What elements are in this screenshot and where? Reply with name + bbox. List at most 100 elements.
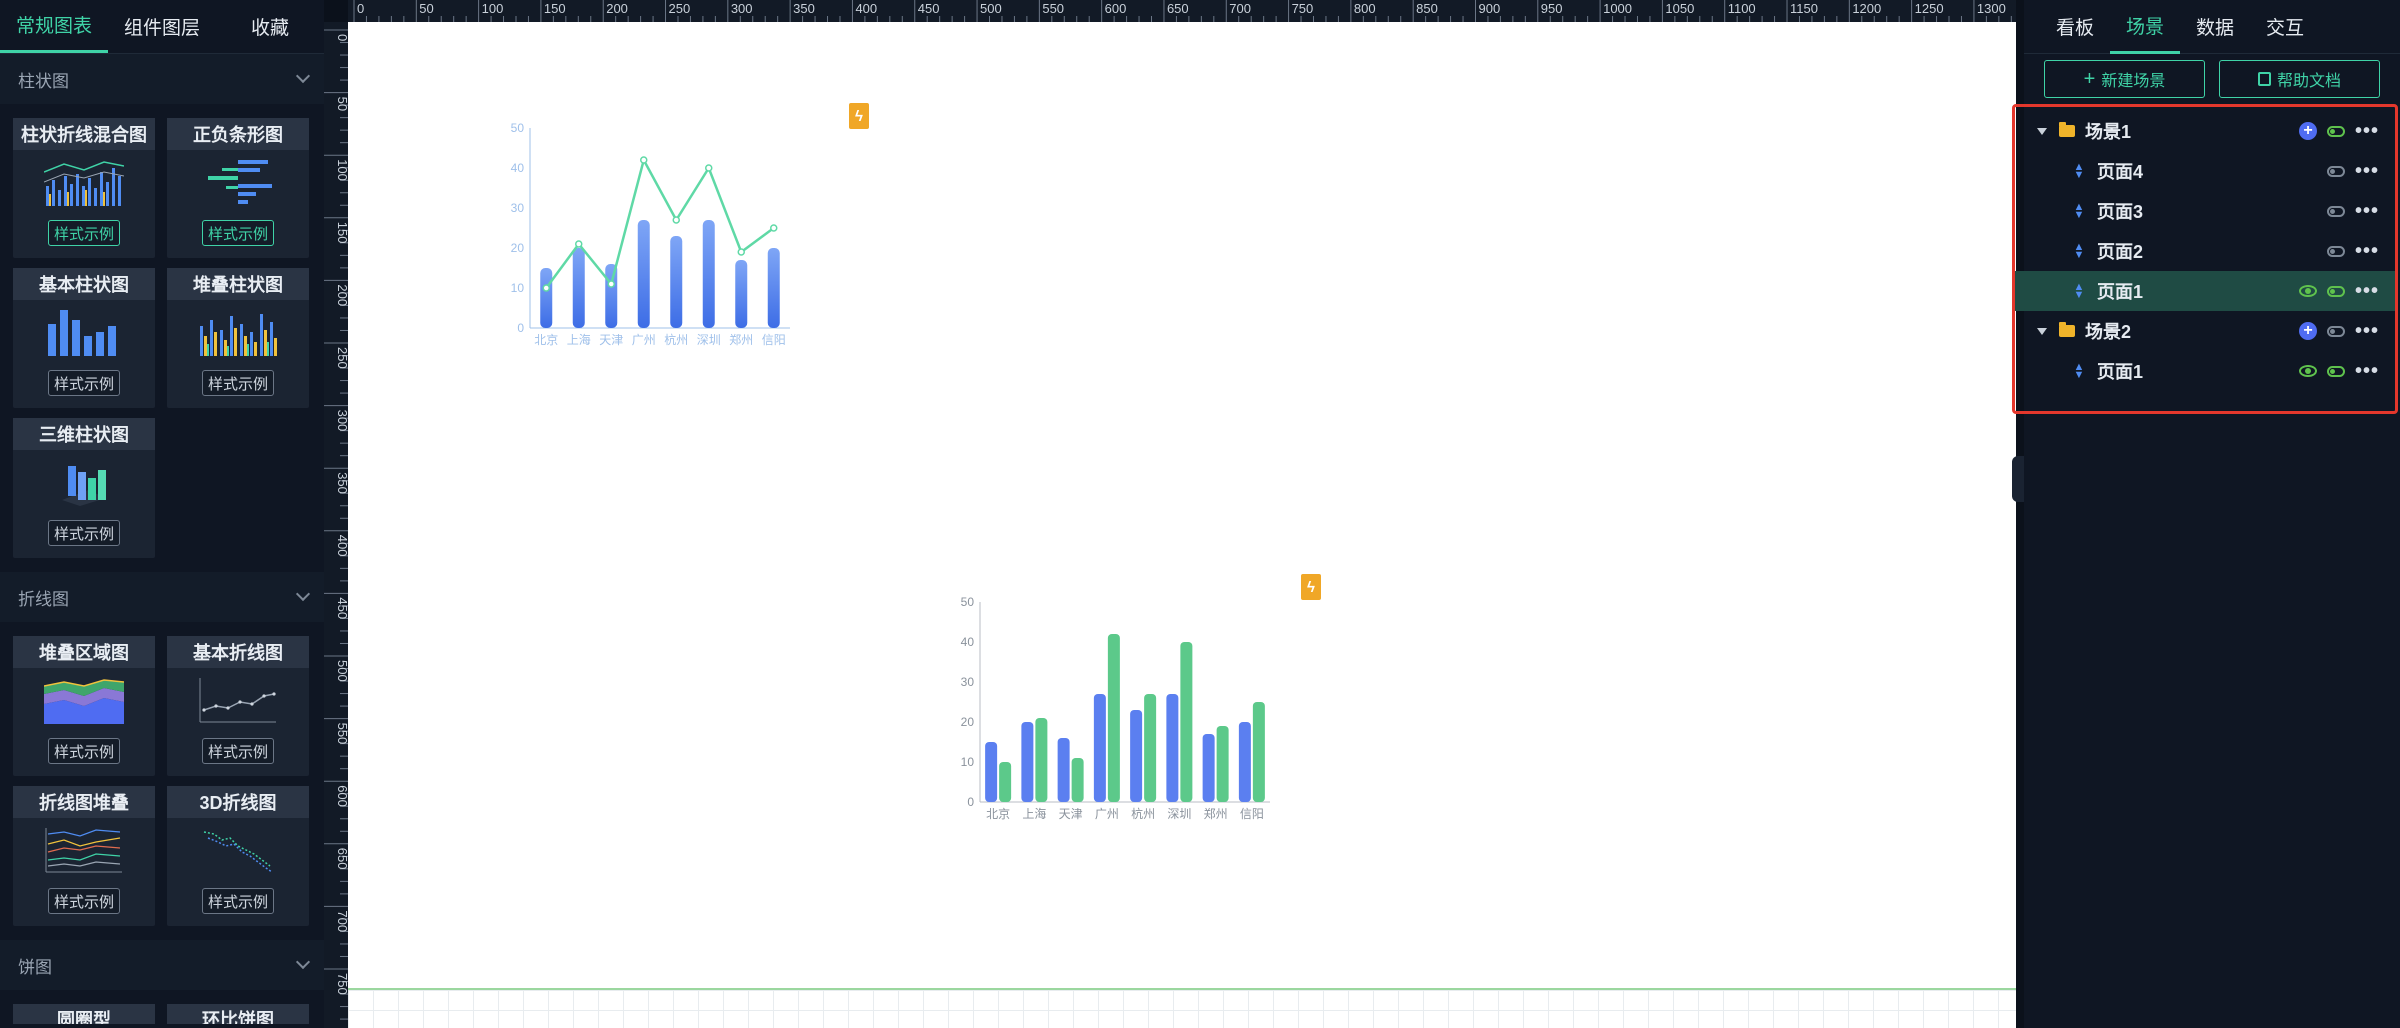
section-line-header[interactable]: 折线图 <box>0 572 324 622</box>
lightning-icon[interactable]: ϟ <box>849 103 869 129</box>
add-page-icon[interactable]: + <box>2298 122 2317 140</box>
new-scene-button[interactable]: + 新建场景 <box>2044 60 2205 98</box>
card-title: 柱状折线混合图 <box>13 118 155 150</box>
more-icon[interactable]: ••• <box>2354 160 2379 182</box>
scene-row-1[interactable]: 场景1 + ••• <box>2015 111 2395 151</box>
card-stacked-area[interactable]: 堆叠区域图 样式示例 <box>13 636 155 776</box>
bar <box>1035 718 1048 802</box>
y-tick-label: 10 <box>511 281 525 295</box>
sample-button[interactable]: 样式示例 <box>48 520 120 546</box>
section-bar-header[interactable]: 柱状图 <box>0 54 324 104</box>
bar <box>1093 694 1106 802</box>
bar <box>1057 738 1070 802</box>
x-tick-label: 天津 <box>1059 807 1083 821</box>
y-tick-label: 0 <box>517 321 524 335</box>
more-icon[interactable]: ••• <box>2354 200 2379 222</box>
scene-row-2[interactable]: 场景2 + ••• <box>2015 311 2395 351</box>
lightning-icon[interactable]: ϟ <box>1301 574 1321 600</box>
section-line-title: 折线图 <box>18 589 69 609</box>
y-tick-label: 0 <box>967 795 974 809</box>
card-bar-3d[interactable]: 三维柱状图 样式示例 <box>13 418 155 558</box>
scene-label: 场景1 <box>2085 122 2132 142</box>
chevron-down-icon[interactable] <box>295 954 311 970</box>
card-bar-line-mix[interactable]: 柱状折线混合图 样式示例 <box>13 118 155 258</box>
help-doc-button[interactable]: 帮助文档 <box>2219 60 2380 98</box>
right-tabbar: 看板 场景 数据 交互 <box>2024 0 2400 54</box>
tab-data[interactable]: 数据 <box>2195 18 2234 39</box>
card-title: 基本柱状图 <box>13 268 155 300</box>
ruler-label: 250 <box>335 347 348 369</box>
sample-button[interactable]: 样式示例 <box>202 370 274 396</box>
sample-button[interactable]: 样式示例 <box>48 888 120 914</box>
sample-button[interactable]: 样式示例 <box>48 370 120 396</box>
card-pie-ring[interactable]: 环比饼图 <box>167 1004 309 1024</box>
toggle-icon[interactable] <box>2326 365 2345 377</box>
y-tick-label: 50 <box>511 121 525 135</box>
card-basic-bar[interactable]: 基本柱状图 样式示例 <box>13 268 155 408</box>
eye-icon[interactable] <box>2298 365 2317 377</box>
more-icon[interactable]: ••• <box>2354 320 2379 342</box>
tab-common-charts[interactable]: 常规图表 <box>0 0 108 53</box>
more-icon[interactable]: ••• <box>2354 360 2379 382</box>
design-canvas[interactable]: 0 10 20 30 40 50 北京 上海 天津 广州 杭州 深圳 郑州 信阳 ϟ 0 10 20 30 40 5… <box>348 22 2016 1028</box>
folder-icon <box>2059 322 2075 337</box>
chevron-down-icon[interactable] <box>295 68 311 84</box>
ruler-label: 950 <box>1541 1 1563 16</box>
caret-down-icon[interactable] <box>2037 327 2047 335</box>
card-line-stack[interactable]: 折线图堆叠 样式示例 <box>13 786 155 926</box>
ruler-label: 850 <box>1416 1 1438 16</box>
chevron-down-icon[interactable] <box>295 586 311 602</box>
tab-interaction[interactable]: 交互 <box>2265 18 2304 39</box>
page-row[interactable]: ▲ ▼ 页面4 ••• <box>2015 151 2395 191</box>
toggle-icon[interactable] <box>2326 245 2345 257</box>
card-line-3d[interactable]: 3D折线图 样式示例 <box>167 786 309 926</box>
sample-button[interactable]: 样式示例 <box>202 220 274 246</box>
page-row-selected[interactable]: ▲ ▼ 页面1 ••• <box>2015 271 2395 311</box>
card-stacked-bar[interactable]: 堆叠柱状图 样式示例 <box>167 268 309 408</box>
ruler-label: 550 <box>1042 1 1064 16</box>
bar <box>637 220 650 328</box>
page-row[interactable]: ▲ ▼ 页面1 ••• <box>2015 351 2395 391</box>
eye-icon[interactable] <box>2298 285 2317 297</box>
bar <box>1252 702 1265 802</box>
toggle-icon[interactable] <box>2326 125 2345 137</box>
bar <box>1021 722 1034 802</box>
toggle-icon[interactable] <box>2326 285 2345 297</box>
ruler-label: 450 <box>918 1 940 16</box>
toggle-icon[interactable] <box>2326 325 2345 337</box>
row-actions: ••• <box>2298 351 2379 391</box>
more-icon[interactable]: ••• <box>2354 280 2379 302</box>
toggle-icon[interactable] <box>2326 205 2345 217</box>
caret-down-icon[interactable] <box>2037 127 2047 135</box>
more-icon[interactable]: ••• <box>2354 240 2379 262</box>
sample-button[interactable]: 样式示例 <box>202 888 274 914</box>
more-icon[interactable]: ••• <box>2354 120 2379 142</box>
card-pos-neg-bar[interactable]: 正负条形图 样式示例 <box>167 118 309 258</box>
card-pie-round[interactable]: 圆圈型 <box>13 1004 155 1024</box>
chart-bar-line-mix[interactable]: 0 10 20 30 40 50 北京 上海 天津 广州 杭州 深圳 郑州 信阳 <box>498 112 798 352</box>
sample-button[interactable]: 样式示例 <box>202 738 274 764</box>
help-doc-label: 帮助文档 <box>2276 73 2341 90</box>
pos-neg-bar-thumb-icon <box>167 150 309 212</box>
y-tick-label: 40 <box>511 161 525 175</box>
toggle-icon[interactable] <box>2326 165 2345 177</box>
tab-dashboard[interactable]: 看板 <box>2055 18 2094 39</box>
page-row[interactable]: ▲ ▼ 页面2 ••• <box>2015 231 2395 271</box>
tab-scene[interactable]: 场景 <box>2110 0 2180 54</box>
bar <box>767 248 780 328</box>
tab-favorites[interactable]: 收藏 <box>250 17 289 39</box>
sample-button[interactable]: 样式示例 <box>48 220 120 246</box>
chart-grouped-bar[interactable]: 0 10 20 30 40 50 北京 上海 天津 广州 杭州 深圳 郑州 信阳 <box>938 584 1278 844</box>
section-pie-header[interactable]: 饼图 <box>0 940 324 990</box>
panel-collapse-handle[interactable] <box>2012 456 2024 502</box>
line-point <box>542 284 550 292</box>
row-actions: ••• <box>2326 231 2379 271</box>
add-page-icon[interactable]: + <box>2298 322 2317 340</box>
ruler-label: 1050 <box>1665 1 1694 16</box>
tab-component-layers[interactable]: 组件图层 <box>123 17 200 39</box>
ruler-label: 1300 <box>1977 1 2006 16</box>
page-row[interactable]: ▲ ▼ 页面3 ••• <box>2015 191 2395 231</box>
card-basic-line[interactable]: 基本折线图 样式示例 <box>167 636 309 776</box>
ruler-label: 400 <box>855 1 877 16</box>
sample-button[interactable]: 样式示例 <box>48 738 120 764</box>
